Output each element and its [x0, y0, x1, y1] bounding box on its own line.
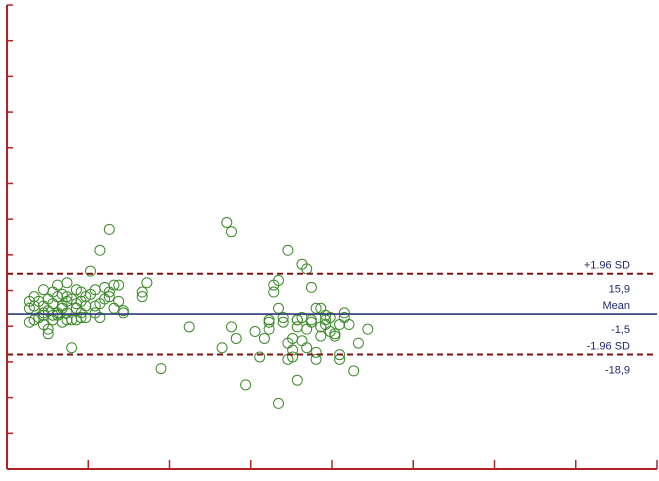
data-point [94, 244, 106, 256]
data-point-outlier [103, 223, 115, 235]
data-point [221, 216, 233, 228]
data-point [338, 307, 350, 319]
data-point [329, 330, 341, 342]
data-point [301, 263, 313, 275]
data-point [183, 321, 195, 333]
data-point [113, 279, 125, 291]
data-point [240, 379, 252, 391]
data-point [226, 321, 237, 333]
data-point [301, 342, 313, 354]
lower-loa-label: -1.96 SD [587, 340, 630, 352]
data-point [113, 295, 125, 307]
mean-label: Mean [602, 300, 630, 312]
points-layer [23, 216, 374, 409]
data-point-outlier [282, 244, 294, 256]
reference-lines-layer: Mean -1,5 +1.96 SD 15,9 -1.96 SD -18,9 [7, 260, 657, 376]
data-point [273, 274, 284, 286]
data-point [291, 374, 303, 386]
data-point [42, 328, 54, 340]
data-point [310, 346, 322, 358]
data-point [305, 281, 317, 293]
data-point [85, 265, 96, 277]
data-point [305, 314, 317, 326]
data-point [263, 323, 275, 335]
data-point [263, 316, 275, 328]
data-point [315, 330, 327, 342]
data-point [277, 312, 289, 324]
data-point [249, 325, 261, 337]
data-point [75, 312, 87, 324]
upper-loa-value-label: 15,9 [609, 284, 630, 296]
data-point [61, 277, 73, 289]
data-point [61, 314, 73, 326]
data-point [352, 337, 364, 349]
data-point [268, 286, 280, 298]
axes-layer [6, 4, 658, 470]
lower-loa-value-label: -18,9 [605, 364, 630, 376]
data-point [155, 363, 167, 375]
data-point [258, 332, 270, 344]
data-point [108, 279, 120, 291]
data-point [343, 319, 355, 331]
data-point [310, 353, 322, 365]
data-point-outlier [226, 226, 237, 238]
mean-value-label: -1,5 [611, 324, 630, 336]
data-point [324, 312, 336, 324]
data-point [277, 316, 289, 328]
data-point [329, 328, 341, 340]
data-point [136, 286, 148, 298]
data-point [117, 305, 129, 317]
data-point [305, 316, 317, 328]
data-point [348, 365, 360, 377]
data-point [117, 307, 129, 319]
upper-loa-label: +1.96 SD [584, 260, 630, 272]
data-point [216, 342, 228, 354]
data-point [103, 291, 115, 303]
data-point [42, 323, 54, 335]
data-point [230, 332, 242, 344]
data-point [287, 351, 299, 363]
data-point [66, 342, 78, 354]
data-point [94, 312, 106, 324]
data-point [273, 397, 284, 409]
data-point [362, 323, 374, 335]
data-point [80, 300, 92, 312]
data-point [80, 312, 92, 324]
data-point [136, 291, 148, 303]
data-point [254, 351, 266, 363]
data-point [263, 314, 275, 326]
data-point [334, 349, 346, 361]
data-point [141, 277, 153, 289]
